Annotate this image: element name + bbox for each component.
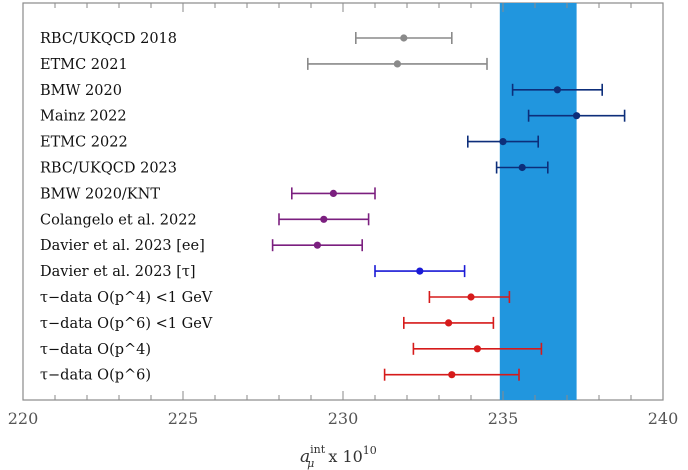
- reference-band: [499, 3, 577, 400]
- row-label: Colangelo et al. 2022: [40, 212, 197, 228]
- data-point: [329, 189, 337, 197]
- data-point: [573, 112, 581, 120]
- row-label: τ−data O(p^4): [40, 342, 151, 358]
- data-point: [445, 319, 453, 327]
- data-point: [393, 60, 401, 68]
- data-point: [467, 293, 475, 301]
- row-label: BMW 2020/KNT: [40, 186, 160, 202]
- data-point: [499, 138, 507, 146]
- data-point: [416, 267, 424, 275]
- row-label: ETMC 2022: [40, 135, 128, 151]
- data-point: [313, 241, 321, 249]
- row-label: τ−data O(p^6): [40, 368, 151, 384]
- x-axis-label-factor: x 10: [328, 447, 362, 466]
- row-label: ETMC 2021: [40, 57, 128, 73]
- x-tick-label: 240: [648, 409, 679, 428]
- data-point: [553, 86, 562, 94]
- row-label: RBC/UKQCD 2023: [40, 161, 177, 177]
- data-point: [473, 345, 481, 353]
- x-axis-label-symbol: a: [300, 447, 310, 467]
- x-axis-ticks: [22, 3, 664, 400]
- x-tick-label: 225: [168, 409, 199, 428]
- x-axis-label-superscript: int: [310, 443, 326, 456]
- x-axis-label-exponent: 10: [363, 444, 377, 457]
- row-label: Davier et al. 2023 [τ]: [40, 264, 196, 280]
- row-label: RBC/UKQCD 2018: [40, 31, 177, 47]
- data-point: [448, 371, 456, 379]
- data-point: [320, 215, 328, 223]
- x-tick-label: 235: [488, 409, 519, 428]
- row-label: Davier et al. 2023 [ee]: [40, 238, 205, 254]
- x-axis-label: aint μ x 1010: [300, 443, 377, 470]
- x-axis-tick-labels: 220 225 230 235 240: [8, 409, 679, 428]
- row-label: Mainz 2022: [40, 109, 127, 125]
- data-rows: RBC/UKQCD 2018 ETMC 2021 BMW 2020 Mainz 202…: [40, 31, 626, 384]
- x-tick-label: 230: [328, 409, 359, 428]
- data-point: [400, 34, 408, 42]
- x-tick-label: 220: [8, 409, 39, 428]
- row-label: τ−data O(p^6) <1 GeV: [40, 316, 213, 332]
- row-label: τ−data O(p^4) <1 GeV: [40, 290, 213, 306]
- data-point: [518, 163, 526, 172]
- row-label: BMW 2020: [40, 83, 122, 99]
- x-axis-label-subscript: μ: [307, 457, 314, 470]
